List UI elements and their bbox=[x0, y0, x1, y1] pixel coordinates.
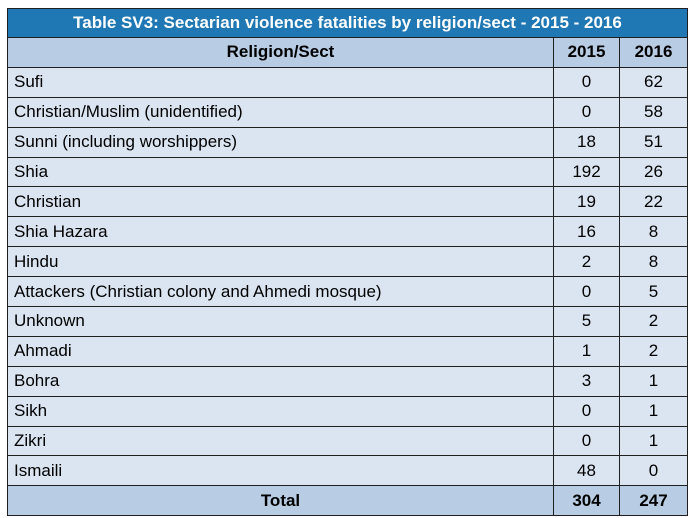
cell-religion: Christian bbox=[7, 186, 554, 218]
cell-religion: Shia bbox=[7, 156, 554, 188]
column-header-2015: 2015 bbox=[553, 37, 620, 68]
cell-2015: 0 bbox=[553, 276, 620, 308]
cell-religion: Unknown bbox=[7, 306, 554, 337]
table-row: Bohra 3 1 bbox=[7, 365, 688, 397]
table-row: Christian 19 22 bbox=[7, 186, 688, 218]
table-body: Sufi 0 62 Christian/Muslim (unidentified) 0 5… bbox=[7, 66, 688, 487]
cell-religion: Sunni (including worshippers) bbox=[7, 126, 554, 158]
table-row: Shia Hazara 16 8 bbox=[7, 216, 688, 248]
table-title-row: Table SV3: Sectarian violence fatalities… bbox=[7, 8, 688, 38]
cell-religion: Hindu bbox=[7, 246, 554, 278]
cell-2016: 0 bbox=[619, 455, 688, 487]
cell-religion: Attackers (Christian colony and Ahmedi m… bbox=[7, 276, 554, 308]
table-row: Sikh 0 1 bbox=[7, 395, 688, 427]
cell-religion: Ismaili bbox=[7, 455, 554, 487]
column-header-religion: Religion/Sect bbox=[7, 37, 554, 68]
cell-2015: 5 bbox=[553, 306, 620, 337]
cell-religion: Bohra bbox=[7, 365, 554, 397]
table-row: Sufi 0 62 bbox=[7, 66, 688, 98]
table-container: Table SV3: Sectarian violence fatalities… bbox=[7, 8, 688, 517]
total-2015: 304 bbox=[553, 485, 620, 517]
table-row: Ismaili 48 0 bbox=[7, 455, 688, 487]
cell-2016: 8 bbox=[619, 216, 688, 248]
cell-2015: 0 bbox=[553, 66, 620, 98]
cell-2016: 58 bbox=[619, 96, 688, 128]
cell-religion: Shia Hazara bbox=[7, 216, 554, 248]
table-row: Hindu 2 8 bbox=[7, 246, 688, 278]
table-header-row: Religion/Sect 2015 2016 bbox=[7, 37, 688, 68]
table-row: Christian/Muslim (unidentified) 0 58 bbox=[7, 96, 688, 128]
cell-2015: 1 bbox=[553, 335, 620, 367]
table-row: Shia 192 26 bbox=[7, 156, 688, 188]
cell-2016: 51 bbox=[619, 126, 688, 158]
cell-2015: 16 bbox=[553, 216, 620, 248]
table-row: Zikri 0 1 bbox=[7, 425, 688, 457]
cell-2016: 8 bbox=[619, 246, 688, 278]
cell-2015: 48 bbox=[553, 455, 620, 487]
cell-2015: 2 bbox=[553, 246, 620, 278]
cell-2016: 2 bbox=[619, 335, 688, 367]
cell-religion: Zikri bbox=[7, 425, 554, 457]
cell-2015: 192 bbox=[553, 156, 620, 188]
cell-2016: 5 bbox=[619, 276, 688, 308]
cell-2016: 1 bbox=[619, 425, 688, 457]
cell-2015: 18 bbox=[553, 126, 620, 158]
table-total-row: Total 304 247 bbox=[7, 485, 688, 517]
cell-2016: 2 bbox=[619, 306, 688, 337]
table-row: Unknown 5 2 bbox=[7, 306, 688, 337]
cell-religion: Sufi bbox=[7, 66, 554, 98]
cell-2015: 3 bbox=[553, 365, 620, 397]
table-row: Attackers (Christian colony and Ahmedi m… bbox=[7, 276, 688, 308]
table-row: Sunni (including worshippers) 18 51 bbox=[7, 126, 688, 158]
cell-2016: 62 bbox=[619, 66, 688, 98]
cell-religion: Ahmadi bbox=[7, 335, 554, 367]
cell-2016: 1 bbox=[619, 395, 688, 427]
cell-2015: 0 bbox=[553, 425, 620, 457]
table-row: Ahmadi 1 2 bbox=[7, 335, 688, 367]
cell-2016: 1 bbox=[619, 365, 688, 397]
cell-2015: 19 bbox=[553, 186, 620, 218]
total-label: Total bbox=[7, 485, 554, 517]
cell-religion: Christian/Muslim (unidentified) bbox=[7, 96, 554, 128]
fatalities-table: Table SV3: Sectarian violence fatalities… bbox=[7, 8, 688, 517]
cell-2016: 22 bbox=[619, 186, 688, 218]
total-2016: 247 bbox=[619, 485, 688, 517]
cell-2015: 0 bbox=[553, 395, 620, 427]
cell-religion: Sikh bbox=[7, 395, 554, 427]
cell-2016: 26 bbox=[619, 156, 688, 188]
column-header-2016: 2016 bbox=[619, 37, 688, 68]
cell-2015: 0 bbox=[553, 96, 620, 128]
table-title: Table SV3: Sectarian violence fatalities… bbox=[7, 8, 688, 38]
